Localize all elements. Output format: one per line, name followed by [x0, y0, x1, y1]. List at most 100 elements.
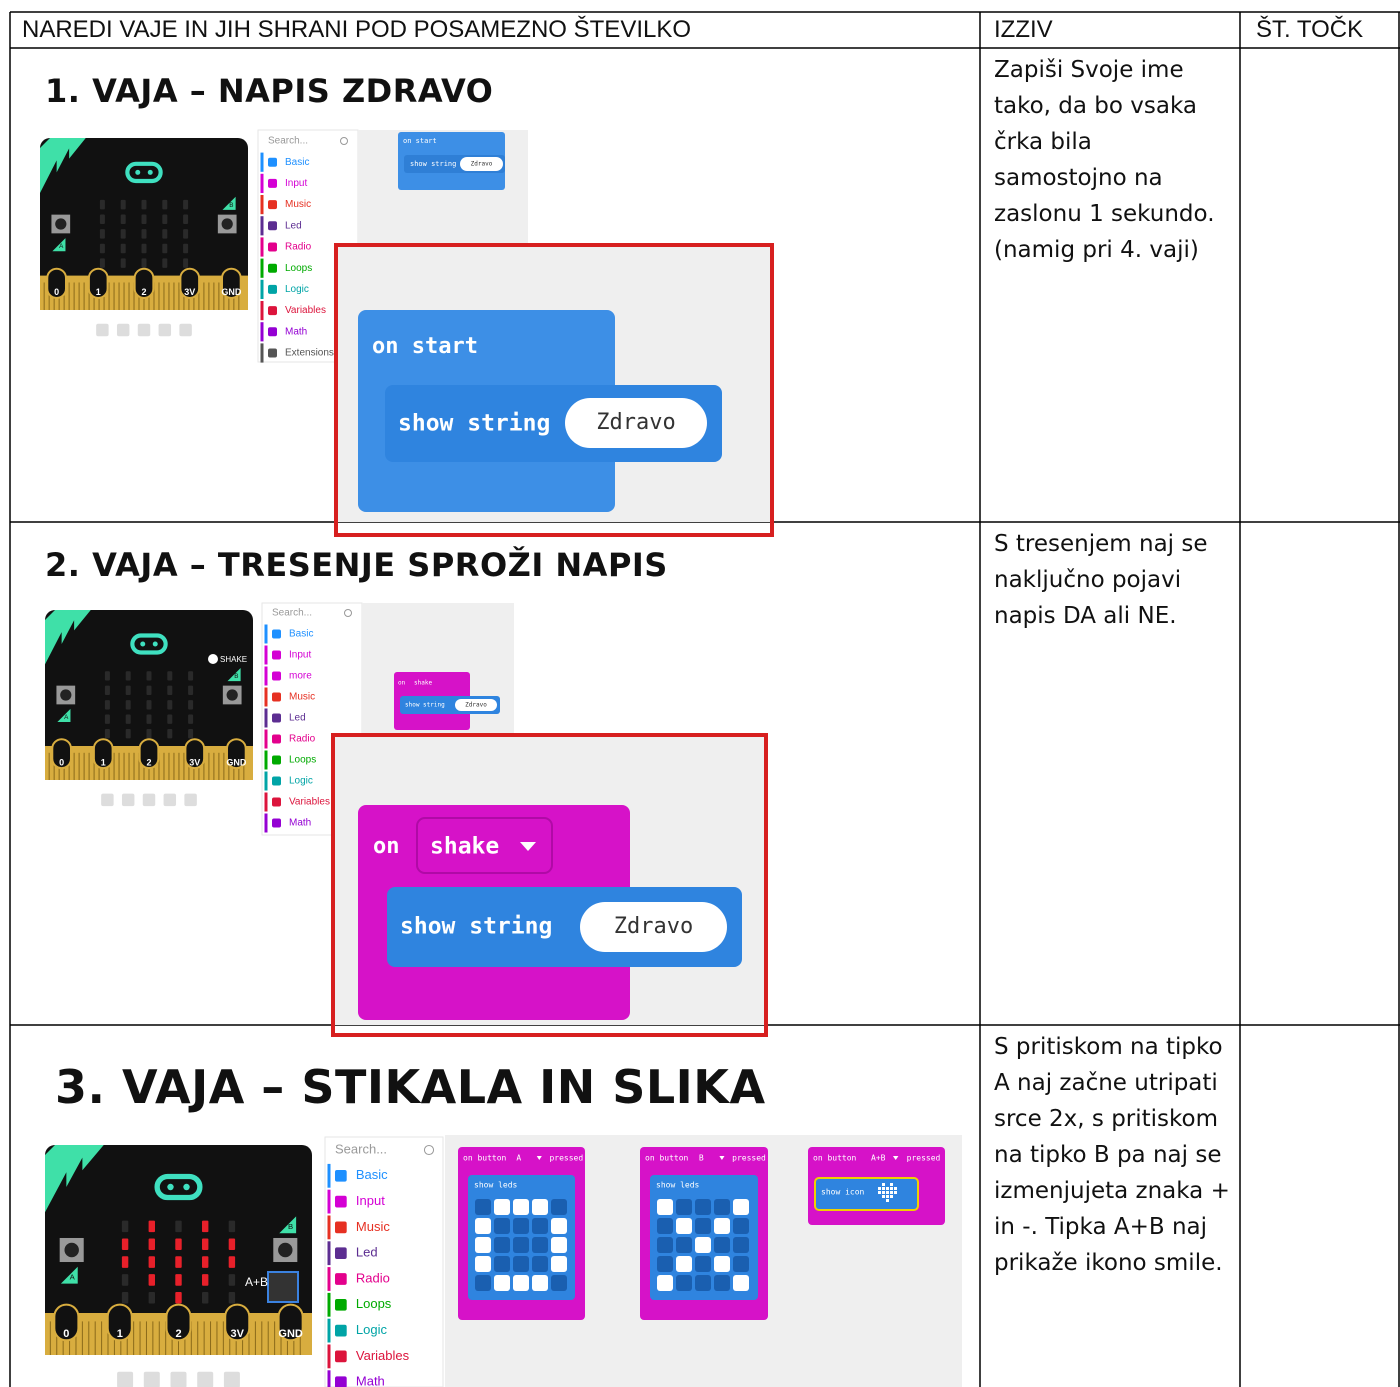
challenge-text: Zapiši Svoje ime tako, da bo vsaka črka …: [994, 57, 1215, 263]
led-cell: [551, 1218, 567, 1234]
search-icon: [344, 609, 352, 617]
category-icon: [272, 776, 281, 786]
string-value: Zdravo: [465, 702, 487, 709]
led-cell: [695, 1275, 711, 1291]
led: [121, 1238, 129, 1250]
search-box: Search...: [272, 608, 312, 619]
led: [99, 199, 105, 210]
led: [146, 714, 152, 724]
pin-label: 0: [63, 1328, 69, 1340]
led: [148, 1238, 156, 1250]
block-text: on: [373, 834, 400, 859]
string-value: Zdravo: [471, 161, 493, 168]
category: Logic: [289, 776, 313, 787]
combo-button: [267, 1271, 299, 1303]
icon-cell: [882, 1195, 885, 1198]
led-cell: [494, 1218, 510, 1234]
led-cell: [676, 1275, 692, 1291]
icon-cell: [878, 1187, 881, 1190]
pin: [226, 738, 247, 770]
block-text: shake: [430, 834, 499, 860]
icon-cell: [886, 1187, 889, 1190]
pin-label: 2: [146, 757, 151, 767]
pin: [106, 1303, 133, 1342]
led: [104, 729, 110, 739]
board-corner: [40, 138, 86, 194]
led: [183, 199, 189, 210]
led-cell: [695, 1256, 711, 1272]
sim-control: [121, 793, 135, 807]
logo: [130, 633, 168, 655]
led: [141, 243, 147, 254]
category-icon: [272, 692, 281, 702]
led-cell: [494, 1237, 510, 1253]
led: [201, 1274, 209, 1286]
logo: [125, 161, 163, 184]
button-marker: [57, 708, 71, 722]
led-cell: [657, 1256, 673, 1272]
category-icon: [268, 263, 277, 273]
led: [146, 671, 152, 681]
led: [228, 1256, 236, 1268]
gesture-label: SHAKE: [220, 655, 247, 664]
search-box: Search...: [268, 136, 308, 147]
category: Loops: [356, 1296, 392, 1311]
pin: [138, 738, 160, 770]
category: Input: [289, 650, 311, 661]
icon-cell: [890, 1183, 893, 1186]
led: [162, 214, 168, 224]
icon-cell: [886, 1195, 889, 1198]
led: [183, 229, 189, 239]
icon-cell: [894, 1191, 897, 1194]
category-icon: [335, 1169, 347, 1182]
led: [188, 729, 194, 739]
led: [175, 1256, 182, 1268]
category-icon: [335, 1221, 347, 1234]
led-cell: [532, 1256, 548, 1272]
category: Basic: [285, 157, 309, 168]
header-points: ŠT. TOČK: [1256, 16, 1364, 43]
pin-label: 2: [141, 287, 146, 297]
pin: [51, 738, 72, 770]
category: Math: [289, 818, 311, 829]
led: [162, 199, 168, 210]
combo-label: A+B: [245, 1275, 268, 1289]
led: [188, 714, 194, 724]
led-cell: [695, 1199, 711, 1215]
button-cap: [60, 689, 72, 701]
block-text: on button: [463, 1154, 507, 1163]
sim-control: [158, 323, 172, 337]
sim-control: [117, 1371, 134, 1387]
led-cell: [657, 1275, 673, 1291]
icon-cell: [882, 1187, 885, 1190]
led: [201, 1256, 209, 1268]
led: [121, 1220, 129, 1233]
led: [125, 729, 131, 739]
led: [104, 700, 110, 710]
category-icon: [268, 284, 277, 294]
category-icon: [268, 157, 277, 167]
category: Radio: [356, 1270, 390, 1285]
button-label: A: [70, 1273, 76, 1282]
sim-control: [170, 1371, 187, 1387]
led: [167, 714, 173, 724]
category: Variables: [285, 305, 326, 316]
pin: [53, 1303, 80, 1342]
led: [167, 671, 173, 681]
led: [104, 685, 110, 695]
block-text: show leds: [474, 1181, 518, 1190]
led: [201, 1238, 209, 1250]
highlight-frame: [331, 733, 768, 1037]
block-text: show leds: [656, 1181, 700, 1190]
led: [148, 1256, 156, 1268]
led-cell: [532, 1218, 548, 1234]
pin-label: 0: [54, 287, 59, 297]
category-icon: [268, 200, 277, 210]
icon-cell: [882, 1183, 885, 1186]
led: [125, 700, 131, 710]
led: [228, 1274, 236, 1286]
button-cap: [55, 218, 67, 230]
led: [120, 214, 126, 224]
category-icon: [268, 306, 277, 316]
